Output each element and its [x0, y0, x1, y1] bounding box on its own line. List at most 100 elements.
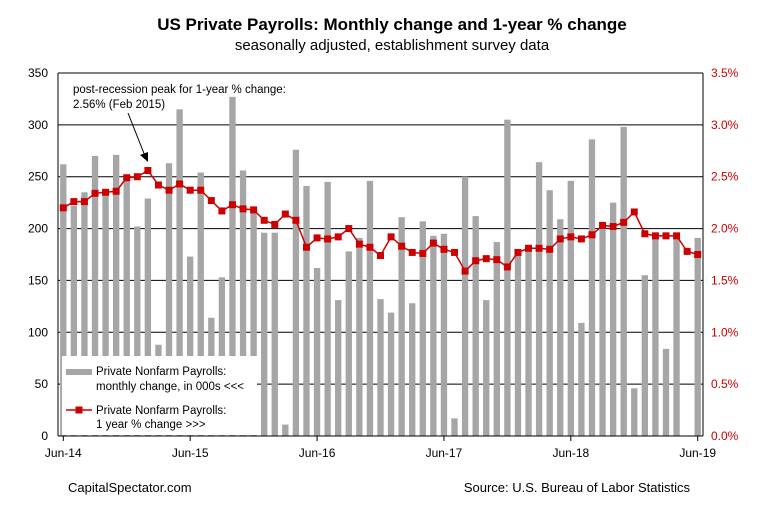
bar [91, 155, 99, 436]
line-point [260, 216, 268, 224]
bar [609, 202, 617, 436]
line-point [197, 186, 205, 194]
x-tick-label: Jun-18 [552, 446, 589, 460]
bar [451, 418, 458, 436]
line-point [334, 233, 342, 241]
line-point [345, 225, 353, 233]
line-point [440, 245, 448, 253]
bar [599, 228, 606, 436]
line-series [59, 166, 702, 275]
bar [250, 209, 257, 436]
annotation-line2: 2.56% (Feb 2015) [73, 99, 165, 111]
bar [409, 303, 416, 436]
bar [165, 163, 173, 436]
bar [461, 176, 469, 436]
line-point [80, 198, 88, 206]
line-point [651, 232, 659, 240]
axes [57, 73, 704, 437]
line-point [186, 186, 194, 194]
footer-right: Source: U.S. Bureau of Labor Statistics [464, 480, 691, 495]
y-right-tick-label: 1.5% [711, 273, 739, 287]
line-point [366, 243, 374, 251]
bar [525, 249, 532, 436]
bar [144, 198, 152, 436]
legend-bar-swatch [66, 369, 92, 375]
chart-subtitle: seasonally adjusted, establishment surve… [235, 37, 550, 54]
line-point [165, 186, 173, 194]
line-point [419, 249, 427, 257]
bar [366, 180, 374, 436]
bar [472, 216, 479, 436]
bar [292, 149, 300, 436]
bar [694, 237, 701, 436]
bar [261, 232, 268, 436]
line-point [472, 257, 480, 265]
bar [535, 162, 543, 437]
line-point [588, 231, 596, 239]
line-point [387, 233, 395, 241]
bar [377, 299, 384, 436]
y-left-tick-label: 350 [28, 66, 48, 80]
legend-line-label-2: 1 year % change >>> [96, 419, 206, 431]
line-point [577, 235, 585, 243]
x-tick-label: Jun-17 [426, 446, 463, 460]
bar [335, 300, 342, 436]
bar [313, 267, 321, 436]
line-point [546, 245, 554, 253]
line-point [112, 187, 120, 195]
x-tick-label: Jun-19 [679, 446, 716, 460]
line-point [271, 220, 279, 228]
bar [546, 190, 553, 436]
legend-box [62, 356, 257, 435]
line-point [59, 204, 67, 212]
y-left-tick-label: 300 [28, 118, 48, 132]
y-left-tick-label: 200 [28, 222, 48, 236]
line-point [154, 181, 162, 189]
x-tick-label: Jun-14 [45, 446, 82, 460]
line-point [144, 166, 152, 174]
line-point [641, 230, 649, 238]
line-point [239, 205, 247, 213]
line-point [451, 248, 459, 256]
bar [430, 235, 437, 436]
x-tick-label: Jun-16 [299, 446, 336, 460]
bar [652, 233, 659, 436]
line-point [133, 173, 141, 181]
y-right-tick-label: 0.0% [711, 429, 739, 443]
bar [176, 109, 183, 437]
y-right-tick-label: 2.5% [711, 170, 739, 184]
line-point [123, 174, 131, 182]
annotation-arrow-head [140, 152, 148, 162]
bar-series [60, 96, 701, 437]
legend-bar-label-2: monthly change, in 000s <<< [96, 381, 244, 393]
bar [112, 154, 120, 437]
bar [483, 300, 490, 436]
chart-title: US Private Payrolls: Monthly change and … [157, 15, 627, 34]
y-left-tick-label: 250 [28, 170, 48, 184]
line-point [207, 197, 215, 205]
line-point [176, 180, 184, 188]
line-point [630, 208, 638, 216]
annotation-line1: post-recession peak for 1-year % change: [73, 84, 286, 96]
bar [356, 237, 363, 436]
line-point [429, 239, 437, 247]
bar [588, 139, 596, 436]
y-right-tick-label: 1.0% [711, 325, 739, 339]
bar [620, 126, 627, 436]
gridlines [58, 72, 703, 385]
line-point [91, 189, 99, 197]
bar [239, 170, 247, 436]
bar [123, 176, 130, 436]
bar [229, 96, 236, 437]
x-axis-ticks: Jun-14 Jun-15 Jun-16 Jun-17 Jun-18 Jun-19 [45, 436, 716, 460]
right-axis-ticks: 0.0% 0.5% 1.0% 1.5% 2.0% 2.5% 3.0% 3.5% [711, 66, 739, 443]
bar [440, 233, 448, 436]
bar [398, 217, 405, 436]
y-left-tick-label: 0 [41, 429, 48, 443]
line-point [281, 210, 289, 218]
line-point [377, 252, 384, 260]
legend: Private Nonfarm Payrolls: monthly change… [62, 356, 257, 435]
line-point [292, 216, 300, 224]
line-point [503, 263, 511, 271]
